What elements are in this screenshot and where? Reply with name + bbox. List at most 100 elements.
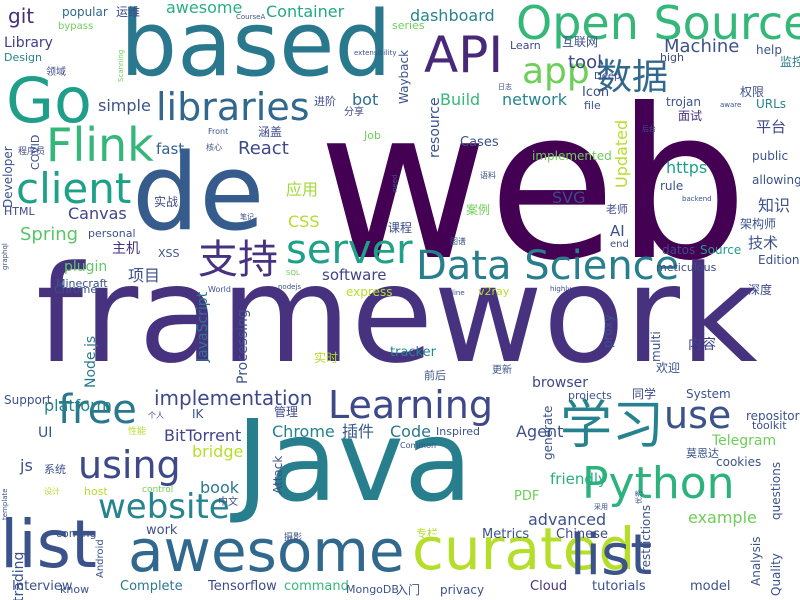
word: Inspired <box>436 425 481 438</box>
word: example <box>688 508 757 527</box>
word: privacy <box>440 583 485 597</box>
word: 日志 <box>498 83 512 91</box>
word: 深度 <box>748 283 773 297</box>
word: Learn <box>510 39 541 52</box>
word: 课程 <box>388 221 413 235</box>
word: 权限 <box>740 85 765 99</box>
word: 系统 <box>44 463 66 476</box>
word: framework <box>36 237 758 393</box>
word: end <box>610 239 629 250</box>
word: Cloud <box>530 579 568 594</box>
word: de <box>132 131 265 254</box>
word: System <box>686 387 731 401</box>
word: Scanning <box>117 49 125 82</box>
word: platform <box>44 396 112 415</box>
word: COVID <box>29 134 42 170</box>
word: 领域 <box>46 67 66 78</box>
word: 架构师 <box>740 217 777 231</box>
word: 专栏 <box>416 527 438 540</box>
word: control <box>142 485 174 495</box>
word: model <box>690 579 731 594</box>
word: Learning <box>328 383 493 427</box>
word: trading <box>11 551 27 600</box>
word: Python <box>582 458 735 509</box>
word: 分享 <box>344 107 364 118</box>
word: Build <box>440 90 481 109</box>
word: friendly <box>550 470 607 488</box>
word: 前后 <box>424 369 446 382</box>
word: 更新 <box>492 365 512 376</box>
word: Deep <box>594 71 621 82</box>
word: Icon <box>582 85 610 100</box>
word: Source <box>700 243 742 257</box>
word: need <box>391 174 399 193</box>
word: coming <box>56 527 97 540</box>
word: 面试 <box>678 109 703 123</box>
word: AI <box>610 222 625 240</box>
word: XSS <box>158 247 180 260</box>
word: host <box>84 485 108 498</box>
word: series <box>392 19 425 32</box>
word: Agent <box>516 422 564 441</box>
word: 入门 <box>396 583 421 597</box>
word: PDF <box>514 489 540 504</box>
word: 应用 <box>286 180 319 199</box>
word: advanced <box>528 510 607 529</box>
word: 笔记 <box>240 213 254 221</box>
word: work <box>146 523 178 538</box>
word: 学习 <box>560 396 665 456</box>
word: 涵盖 <box>258 125 283 139</box>
word: 语料 <box>480 171 496 180</box>
word: Machine <box>664 36 740 57</box>
word: 优秀 <box>635 490 643 504</box>
word: 后台 <box>642 125 656 133</box>
word: awesome <box>128 517 405 585</box>
word: Attack <box>271 455 285 494</box>
word: CourseA <box>236 13 266 21</box>
word: restrictions <box>639 504 653 572</box>
word: 实时 <box>314 351 339 365</box>
word: Design <box>4 51 42 64</box>
word: client <box>16 164 132 213</box>
word: Quality <box>769 553 783 596</box>
word: use <box>664 393 732 437</box>
word: server <box>286 227 413 273</box>
word: Interview <box>12 579 73 594</box>
word: tutorials <box>592 579 646 594</box>
word: proxy <box>601 314 615 348</box>
word: Open Source <box>516 0 800 50</box>
word: line <box>452 289 465 297</box>
word: 进阶 <box>314 95 336 108</box>
word: Spring <box>20 224 79 245</box>
word: file <box>584 99 601 112</box>
word: highly <box>550 285 572 293</box>
word: World <box>208 285 231 294</box>
word: 知识 <box>758 196 791 215</box>
word: public <box>752 149 789 163</box>
word: web <box>318 65 749 307</box>
word: 个人 <box>148 411 164 420</box>
word: bridge <box>192 442 244 461</box>
word: MongoDB <box>346 583 399 596</box>
word: awesome <box>166 0 243 17</box>
word: tool <box>568 52 603 73</box>
word: book <box>200 478 239 497</box>
word: 项目 <box>128 266 161 285</box>
word: know <box>60 583 90 596</box>
word: Edition <box>758 253 800 267</box>
word: Android <box>95 539 106 578</box>
word: UI <box>38 425 53 441</box>
word: list <box>0 506 97 583</box>
word: repository <box>746 409 800 423</box>
word: 欢迎 <box>656 361 681 375</box>
word: v2ray <box>478 285 510 298</box>
word: questions <box>769 461 783 520</box>
word: Wayback <box>397 49 411 104</box>
word: multi <box>649 331 663 362</box>
word: 性能 <box>128 427 147 437</box>
word: Updated <box>612 119 631 188</box>
word: command <box>284 579 349 594</box>
word: Library <box>4 35 53 51</box>
word: implemented <box>532 149 612 163</box>
